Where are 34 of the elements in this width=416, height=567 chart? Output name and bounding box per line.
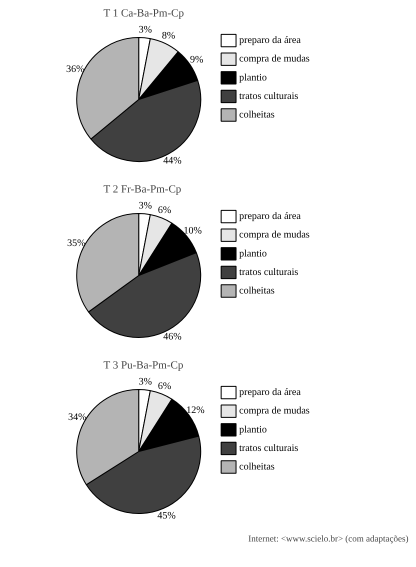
data-label: 35%: [67, 238, 86, 250]
data-label: 6%: [158, 204, 172, 216]
data-label: 3%: [138, 24, 152, 36]
data-label: 12%: [186, 404, 205, 416]
chart-title: T 3 Pu-Ba-Pm-Cp: [104, 360, 184, 372]
text: Internet: <www.scielo.br> (com adaptações): [248, 534, 409, 544]
data-label: 10%: [184, 225, 202, 236]
data-label: 8%: [162, 30, 176, 42]
data-label: 45%: [157, 510, 176, 522]
legend-label: preparo da área: [239, 387, 302, 398]
legend-label: tratos culturais: [239, 442, 298, 454]
legend-label: tratos culturais: [239, 266, 298, 278]
legend-label: compra de mudas: [239, 406, 310, 417]
legend-label: colheitas: [239, 110, 275, 120]
data-label: 6%: [158, 380, 172, 392]
legend-label: colheitas: [239, 462, 275, 472]
legend-label: preparo da área: [239, 35, 302, 46]
data-label: 34%: [68, 412, 86, 424]
legend-label: colheitas: [239, 286, 275, 296]
data-label: 3%: [138, 376, 152, 388]
data-label: 9%: [190, 54, 204, 66]
legend-label: preparo da área: [239, 211, 302, 222]
legend-label: compra de mudas: [239, 230, 310, 241]
data-label: 3%: [138, 200, 152, 212]
legend-label: tratos culturais: [239, 90, 298, 102]
data-label: 36%: [66, 64, 84, 76]
legend-label: plantio: [239, 248, 267, 260]
data-label: 46%: [163, 331, 182, 342]
legend-label: plantio: [239, 72, 267, 84]
data-label: 44%: [163, 155, 182, 166]
chart-title: T 1 Ca-Ba-Pm-Cp: [104, 8, 184, 20]
legend-label: plantio: [239, 424, 267, 436]
chart-title: T 2 Fr-Ba-Pm-Cp: [104, 184, 182, 196]
legend-label: compra de mudas: [239, 54, 310, 65]
